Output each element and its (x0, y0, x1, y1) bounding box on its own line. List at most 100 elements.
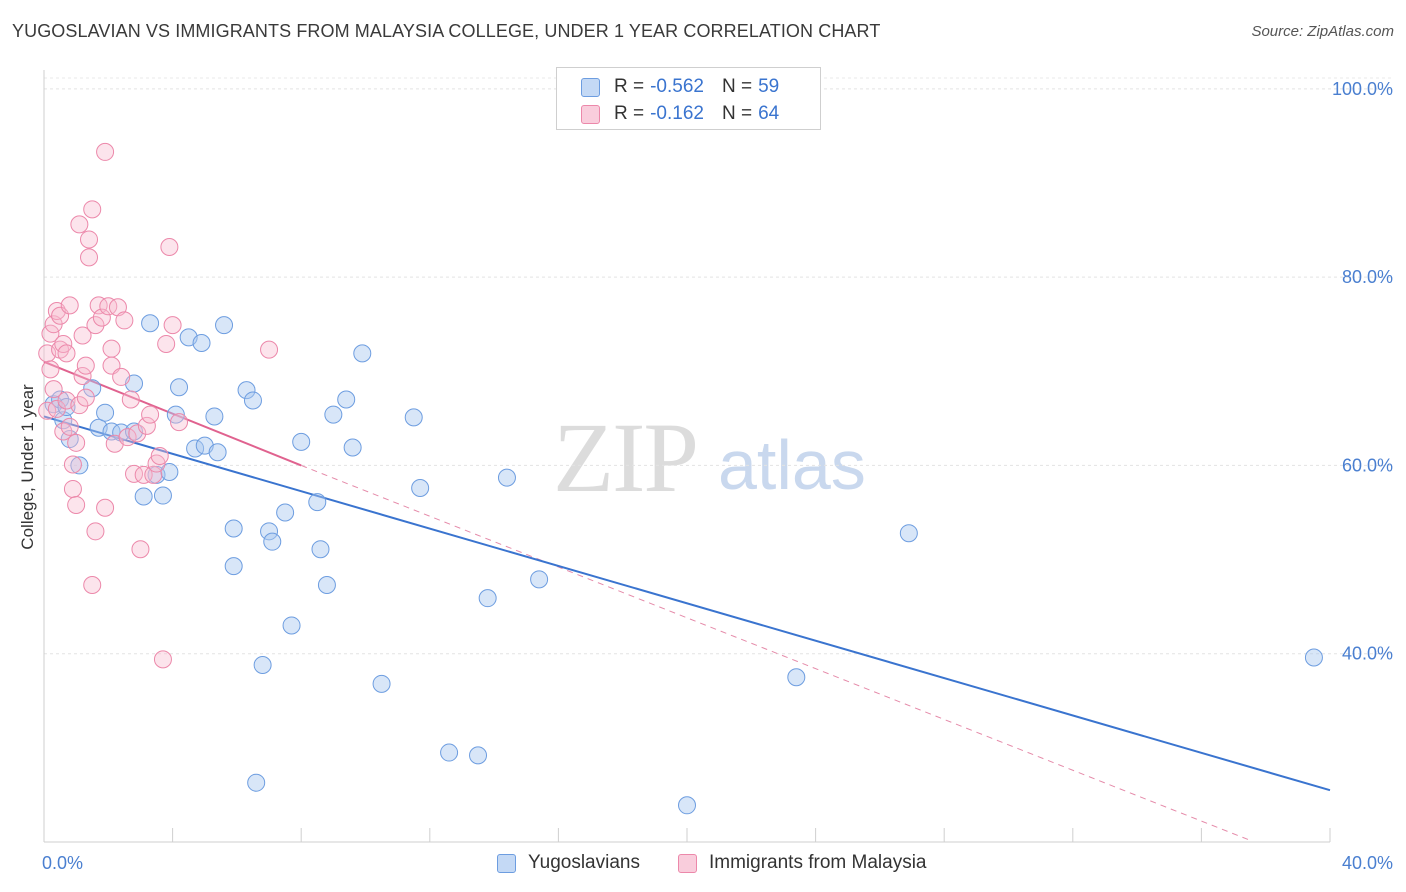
point-yugoslavians (224, 557, 243, 576)
point-yugoslavians (205, 407, 224, 426)
point-malaysia (260, 340, 279, 359)
point-yugoslavians (497, 468, 516, 487)
legend-swatch-blue (581, 77, 600, 97)
point-yugoslavians (469, 746, 488, 765)
point-malaysia (118, 428, 137, 447)
axis-labels: 100.0% 80.0% 60.0% 40.0% 0.0% 40.0% College, U… (18, 79, 1393, 873)
point-malaysia (41, 324, 60, 343)
point-yugoslavians (96, 403, 115, 422)
point-yugoslavians (311, 540, 330, 559)
point-malaysia (121, 390, 140, 409)
point-malaysia (60, 417, 79, 436)
point-yugoslavians (324, 405, 343, 424)
point-malaysia (160, 237, 179, 256)
legend-label-yugoslavians: Yugoslavians (528, 852, 640, 873)
point-yugoslavians (276, 503, 295, 522)
point-malaysia (70, 215, 89, 234)
point-yugoslavians (224, 519, 243, 538)
point-yugoslavians (215, 316, 234, 335)
point-yugoslavians (372, 674, 391, 693)
point-malaysia (60, 296, 79, 315)
point-malaysia (134, 465, 153, 484)
legend-item-malaysia[interactable]: Immigrants from Malaysia (678, 852, 927, 874)
point-malaysia (86, 522, 105, 541)
legend-n-value: 59 (758, 76, 780, 97)
point-malaysia (83, 575, 102, 594)
point-malaysia (73, 366, 92, 385)
trend-line-yugoslavians (43, 415, 1331, 792)
point-malaysia (96, 142, 115, 161)
point-yugoslavians (787, 668, 806, 687)
legend-label-malaysia: Immigrants from Malaysia (709, 852, 927, 873)
point-yugoslavians (192, 334, 211, 353)
point-yugoslavians (134, 487, 153, 506)
correlation-legend: R = -0.562 N = 59 R = -0.162 N = 64 (556, 67, 821, 130)
point-malaysia (115, 311, 134, 330)
point-malaysia (92, 308, 111, 327)
legend-r-value: -0.562 (650, 76, 704, 97)
y-axis-title: College, Under 1 year (18, 384, 37, 550)
y-tick-label: 40.0% (1342, 644, 1393, 664)
legend-r-label: R = (614, 76, 645, 97)
point-yugoslavians (237, 381, 256, 400)
trend-line-extended (301, 464, 1250, 841)
x-tick-label: 40.0% (1342, 853, 1393, 873)
point-yugoslavians (243, 391, 262, 410)
point-yugoslavians (678, 796, 696, 815)
point-malaysia (76, 388, 95, 407)
point-malaysia (99, 297, 118, 316)
point-malaysia (41, 360, 60, 379)
legend-swatch-blue (497, 853, 516, 873)
point-yugoslavians (404, 408, 423, 427)
point-yugoslavians (308, 493, 327, 512)
y-tick-label: 80.0% (1342, 267, 1393, 287)
point-malaysia (170, 413, 189, 432)
point-yugoslavians (247, 773, 266, 792)
legend-swatch-pink (581, 104, 600, 124)
point-yugoslavians (83, 379, 102, 398)
y-tick-label: 100.0% (1332, 79, 1393, 99)
point-malaysia (163, 316, 182, 335)
point-malaysia (54, 334, 73, 353)
legend-swatch-pink (678, 853, 697, 873)
point-yugoslavians (478, 589, 497, 608)
point-malaysia (144, 465, 163, 484)
point-yugoslavians (292, 432, 311, 451)
point-malaysia (63, 455, 82, 474)
point-yugoslavians (530, 570, 549, 589)
point-yugoslavians (208, 443, 227, 462)
point-yugoslavians (51, 390, 70, 409)
legend-row-malaysia: R = -0.162 N = 64 (581, 102, 779, 126)
point-malaysia (102, 339, 121, 358)
point-yugoslavians (337, 390, 356, 409)
point-malaysia (73, 326, 92, 345)
point-malaysia (57, 344, 76, 363)
point-malaysia (80, 230, 99, 249)
point-yugoslavians (153, 486, 172, 505)
point-malaysia (150, 447, 169, 465)
legend-item-yugoslavians[interactable]: Yugoslavians (497, 852, 640, 874)
legend-n-label: N = (721, 103, 753, 124)
point-yugoslavians (343, 438, 362, 457)
point-yugoslavians (260, 522, 279, 541)
x-tick-label: 0.0% (42, 853, 83, 873)
chart-title: YUGOSLAVIAN VS IMMIGRANTS FROM MALAYSIA … (12, 21, 881, 41)
point-yugoslavians (440, 743, 459, 762)
data-points (38, 142, 1323, 815)
point-yugoslavians (70, 456, 89, 475)
point-yugoslavians (263, 532, 282, 551)
point-yugoslavians (899, 524, 918, 543)
point-malaysia (86, 316, 105, 335)
trend-line-malaysia (43, 360, 302, 467)
legend-n-label: N = (721, 76, 753, 97)
point-malaysia (63, 479, 82, 498)
grid-lines (44, 77, 1392, 655)
point-malaysia (157, 334, 176, 353)
y-tick-label: 60.0% (1342, 455, 1393, 475)
point-malaysia (67, 433, 86, 452)
point-malaysia (76, 356, 95, 375)
point-malaysia (67, 495, 86, 514)
point-yugoslavians (112, 423, 131, 442)
point-malaysia (125, 464, 144, 483)
